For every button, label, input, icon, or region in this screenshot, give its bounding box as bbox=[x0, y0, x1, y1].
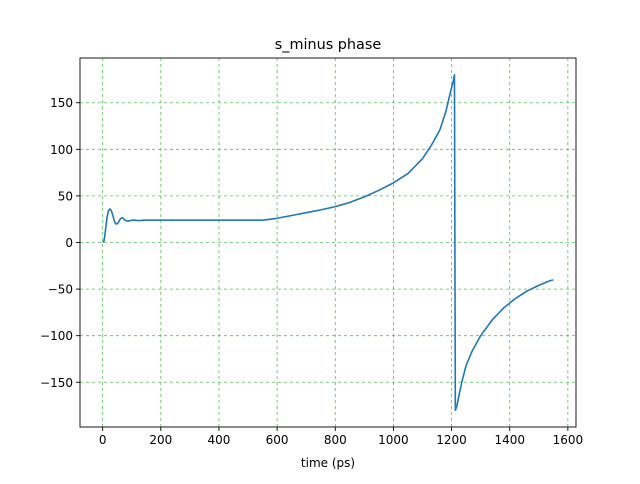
y-tick-label: −100 bbox=[40, 329, 73, 343]
plot-area bbox=[102, 73, 554, 412]
y-tick-label: −50 bbox=[48, 283, 73, 297]
x-tick-label: 800 bbox=[324, 433, 347, 447]
ticks: 0 200 400 600 800 1000 1200 1400 1600−150−100−50… bbox=[40, 96, 583, 447]
y-tick-label: 100 bbox=[50, 143, 73, 157]
x-tick-label: 400 bbox=[208, 433, 231, 447]
x-tick-label: 1000 bbox=[378, 433, 409, 447]
grid bbox=[80, 58, 576, 427]
series-line bbox=[102, 73, 554, 412]
x-tick-label: 1400 bbox=[494, 433, 525, 447]
x-tick-label: 1600 bbox=[553, 433, 584, 447]
y-tick-label: −150 bbox=[40, 376, 73, 390]
x-tick-label: 600 bbox=[266, 433, 289, 447]
x-tick-label: 0 bbox=[99, 433, 107, 447]
x-tick-label: 200 bbox=[149, 433, 172, 447]
x-tick-label: 1200 bbox=[436, 433, 467, 447]
x-axis-label: time (ps) bbox=[301, 456, 355, 470]
chart-title: s_minus phase bbox=[275, 37, 382, 53]
y-tick-label: 150 bbox=[50, 96, 73, 110]
y-tick-label: 50 bbox=[58, 189, 73, 203]
y-tick-label: 0 bbox=[65, 236, 73, 250]
